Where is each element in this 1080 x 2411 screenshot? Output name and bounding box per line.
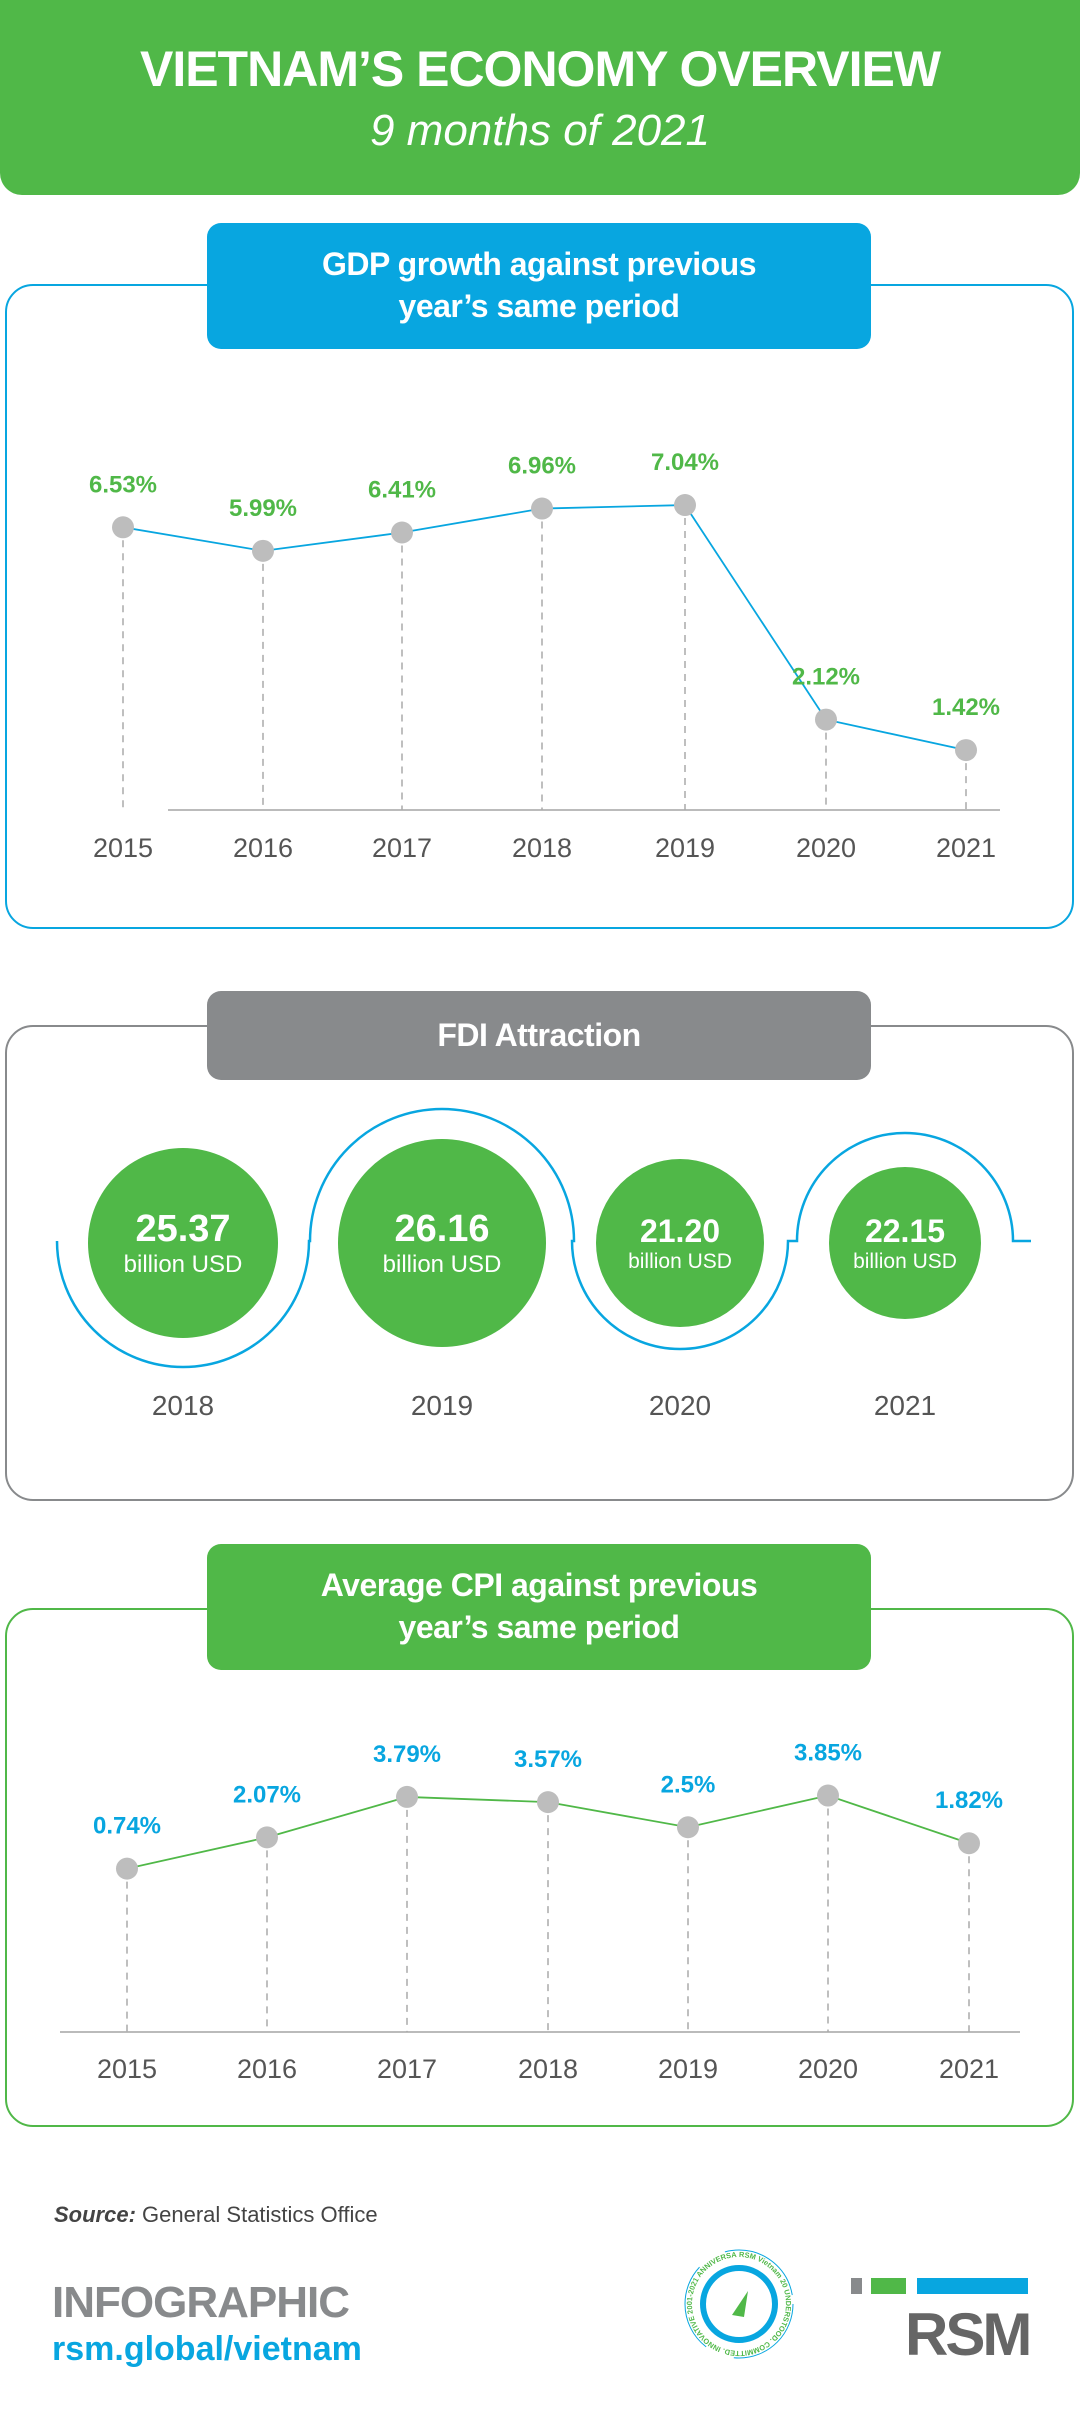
data-point <box>677 1816 699 1839</box>
x-tick-label: 2015 <box>97 2054 157 2084</box>
infographic-label: INFOGRAPHIC <box>52 2278 350 2327</box>
data-point <box>815 708 837 731</box>
fdi-circle: 22.15 billion USD <box>829 1167 981 1319</box>
website-link[interactable]: rsm.global/vietnam <box>52 2330 362 2368</box>
source-label: Source: <box>54 2202 136 2227</box>
source-note: Source: General Statistics Office <box>54 2202 378 2228</box>
data-point <box>531 497 553 520</box>
data-point <box>116 1857 138 1880</box>
x-tick-label: 2019 <box>658 2054 718 2084</box>
data-point <box>256 1826 278 1849</box>
data-label: 6.53% <box>89 471 157 498</box>
fdi-unit: billion USD <box>628 1249 732 1273</box>
fdi-value: 25.37 <box>135 1207 231 1250</box>
rsm-logo-bar-green <box>871 2278 906 2294</box>
x-tick-label: 2017 <box>377 2054 437 2084</box>
x-tick-label: 2018 <box>518 2054 578 2084</box>
data-label: 6.41% <box>368 477 436 504</box>
fdi-circle: 26.16 billion USD <box>338 1139 546 1347</box>
fdi-value: 26.16 <box>394 1207 490 1250</box>
data-point <box>252 539 274 562</box>
gdp-title: GDP growth against previous year’s same … <box>207 223 871 349</box>
page-subtitle: 9 months of 2021 <box>369 106 710 155</box>
fdi-unit: billion USD <box>382 1250 502 1278</box>
data-point <box>958 1832 980 1855</box>
data-label: 2.12% <box>792 664 860 691</box>
data-point <box>537 1791 559 1814</box>
x-tick-label: 2019 <box>655 833 715 863</box>
x-tick-label: 2020 <box>796 833 856 863</box>
fdi-circle: 21.20 billion USD <box>596 1159 764 1327</box>
data-label: 7.04% <box>651 449 719 476</box>
data-label: 6.96% <box>508 453 576 480</box>
data-label: 3.85% <box>794 1740 862 1767</box>
source-text: General Statistics Office <box>135 2202 378 2227</box>
x-tick-label: 2015 <box>93 833 153 863</box>
fdi-connector <box>55 1107 1031 1369</box>
data-label: 3.57% <box>514 1746 582 1773</box>
data-point <box>391 521 413 544</box>
x-tick-label: 2020 <box>798 2054 858 2084</box>
fdi-year-label: 2018 <box>151 1390 215 1421</box>
fdi-unit: billion USD <box>853 1249 957 1273</box>
data-label: 0.74% <box>93 1813 161 1840</box>
x-tick-label: 2016 <box>233 833 293 863</box>
data-label: 2.07% <box>233 1781 301 1808</box>
fdi-year-label: 2020 <box>648 1390 712 1421</box>
rsm-logo: RSM <box>905 2301 1032 2368</box>
data-point <box>817 1784 839 1807</box>
data-point <box>396 1785 418 1808</box>
fdi-year-label: 2019 <box>410 1390 474 1421</box>
data-point <box>955 739 977 762</box>
x-tick-label: 2017 <box>372 833 432 863</box>
fdi-title: FDI Attraction <box>207 991 871 1080</box>
data-point <box>112 516 134 539</box>
fdi-value: 22.15 <box>864 1212 946 1249</box>
data-label: 2.5% <box>661 1771 716 1798</box>
fdi-unit: billion USD <box>123 1250 243 1278</box>
rsm-logo-bar-blue <box>917 2278 1028 2294</box>
fdi-value: 21.20 <box>639 1212 721 1249</box>
header-banner: VIETNAM’S ECONOMY OVERVIEW 9 months of 2… <box>0 0 1080 195</box>
data-label: 1.42% <box>932 694 1000 721</box>
cpi-title: Average CPI against previous year’s same… <box>207 1544 871 1670</box>
x-tick-label: 2021 <box>936 833 996 863</box>
data-label: 3.79% <box>373 1741 441 1768</box>
anniversary-badge-logo: RSM Vietnam 20 UNDERSTOOD. COMMITTED. IN… <box>682 2247 794 2359</box>
x-tick-label: 2016 <box>237 2054 297 2084</box>
data-point <box>674 494 696 517</box>
fdi-circle: 25.37 billion USD <box>88 1148 278 1338</box>
data-label: 1.82% <box>935 1787 1003 1814</box>
page-title: VIETNAM’S ECONOMY OVERVIEW <box>139 41 941 97</box>
data-label: 5.99% <box>229 495 297 522</box>
x-tick-label: 2018 <box>512 833 572 863</box>
fdi-year-label: 2021 <box>873 1390 937 1421</box>
rsm-logo-bar-gray <box>851 2278 862 2294</box>
x-tick-label: 2021 <box>939 2054 999 2084</box>
